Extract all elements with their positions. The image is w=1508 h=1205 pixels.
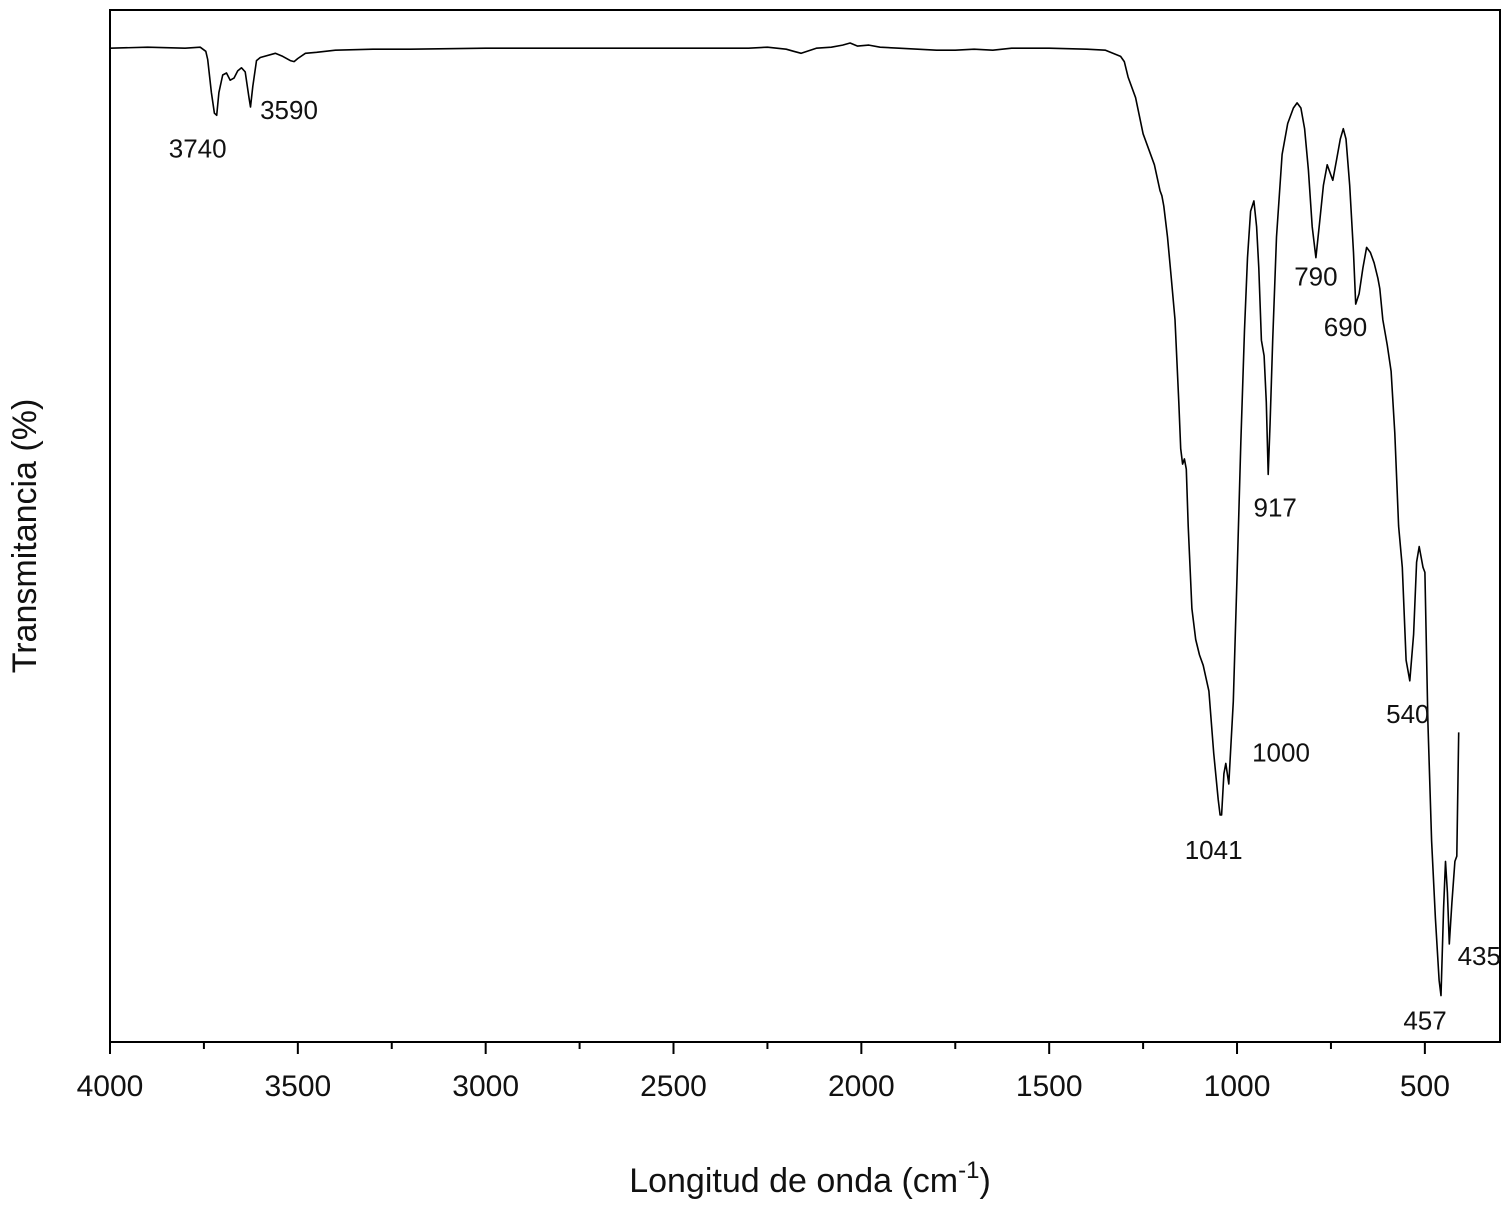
y-axis-title: Transmitancia (%) <box>6 399 44 674</box>
peak-label: 917 <box>1254 492 1297 522</box>
peak-label: 540 <box>1386 699 1429 729</box>
peak-label: 3740 <box>169 133 227 163</box>
x-axis-title-end: ) <box>979 1162 990 1200</box>
peak-label: 3590 <box>260 95 318 125</box>
x-tick-label: 2000 <box>828 1070 895 1103</box>
x-axis-title-superscript: -1 <box>958 1157 979 1184</box>
peak-label: 690 <box>1324 312 1367 342</box>
peak-label: 457 <box>1403 1006 1446 1036</box>
spectrum-line <box>109 42 1460 997</box>
plot-frame <box>109 9 1501 1043</box>
x-tick-label: 500 <box>1400 1070 1450 1103</box>
peak-label: 790 <box>1294 262 1337 292</box>
peak-label: 1041 <box>1185 835 1243 865</box>
x-tick-label: 4000 <box>77 1070 144 1103</box>
peak-label: 435 <box>1458 941 1501 971</box>
x-tick-labels: 4000 3500 3000 2500 2000 1500 1000 500 <box>77 1070 1450 1103</box>
x-axis-title: Longitud de onda (cm-1) <box>629 1157 991 1200</box>
peak-annotations: 3740 3590 1041 1000 917 790 690 540 457 435 <box>169 95 1501 1036</box>
x-tick-label: 2500 <box>640 1070 707 1103</box>
peak-label: 1000 <box>1252 737 1310 767</box>
x-tick-label: 1000 <box>1204 1070 1271 1103</box>
x-tick-label: 3500 <box>264 1070 331 1103</box>
x-tick-label: 1500 <box>1016 1070 1083 1103</box>
x-axis-title-text: Longitud de onda (cm <box>629 1162 958 1200</box>
x-tick-label: 3000 <box>452 1070 519 1103</box>
axis-ticks <box>109 1042 1426 1054</box>
